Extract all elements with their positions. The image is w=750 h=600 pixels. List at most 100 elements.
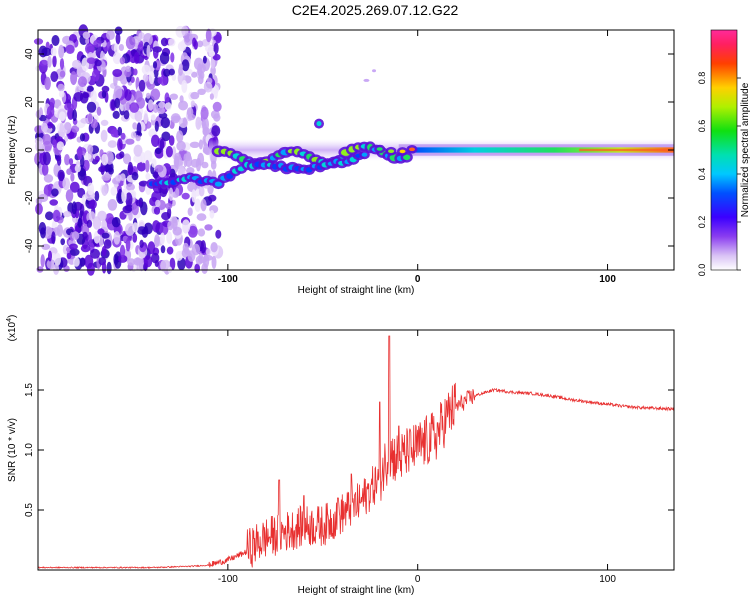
heatmap-noise-blob (139, 239, 144, 248)
heatmap-noise-blob (51, 35, 60, 46)
heatmap-noise-blob (160, 117, 170, 129)
heatmap-noise-blob (153, 206, 161, 215)
heatmap-noise-blob (66, 252, 72, 260)
snr-scale-label: (x104) (6, 315, 18, 342)
heatmap-noise-blob (79, 257, 86, 267)
heatmap-noise-blob (90, 248, 100, 259)
heatmap-noise-blob (52, 209, 61, 222)
heatmap-noise-blob (186, 107, 194, 117)
heatmap-noise-blob (154, 164, 164, 173)
heatmap-noise-blob (209, 93, 214, 100)
heatmap-noise-blob (93, 230, 101, 244)
heatmap-noise-blob (121, 188, 127, 203)
heatmap-noise-blob (129, 102, 140, 113)
heatmap-noise-blob (132, 122, 138, 130)
heatmap-noise-blob (211, 125, 221, 137)
heatmap-faint-blob (363, 78, 370, 82)
snr-ylabel: SNR (10 * v/v) (7, 418, 18, 482)
heatmap-blob (316, 121, 322, 127)
heatmap-noise-blob (118, 44, 124, 51)
heatmap-noise-blob (197, 228, 206, 237)
heatmap-noise-blob (114, 26, 123, 35)
heatmap-noise-blob (110, 186, 118, 196)
heatmap-noise-blob (143, 110, 149, 124)
heatmap-noise-blob (70, 172, 75, 182)
heatmap-noise-blob (133, 51, 140, 64)
heatmap-noise-blob (52, 55, 57, 68)
snr-ytick-label: 0.5 (24, 503, 35, 517)
heatmap-noise-blob (185, 154, 193, 168)
heatmap-noise-blob (82, 159, 90, 171)
heatmap-noise-blob (135, 199, 143, 207)
heatmap-noise-blob (56, 141, 65, 151)
heatmap-noise-blob (47, 121, 54, 129)
heatmap-noise-blob (64, 154, 70, 166)
heatmap-noise-blob (200, 198, 207, 212)
heatmap-noise-blob (52, 139, 57, 149)
heatmap-noise-blob (111, 217, 121, 228)
heatmap-blob (403, 154, 411, 161)
heatmap-noise-blob (48, 250, 52, 262)
heatmap-noise-blob (197, 40, 204, 48)
heatmap-noise-blob (204, 224, 213, 231)
heatmap-noise-blob (133, 257, 143, 266)
heatmap-noise-blob (134, 90, 143, 103)
heatmap-noise-blob (108, 167, 114, 175)
snr-series-line (38, 335, 674, 570)
heatmap-noise-blob (125, 35, 136, 50)
heatmap-noise-blob (53, 263, 60, 275)
heatmap-noise-blob (77, 146, 83, 161)
heatmap-noise-blob (179, 95, 184, 103)
heatmap-noise-blob (125, 237, 131, 252)
heatmap-noise-blob (88, 199, 97, 210)
heatmap-noise-blob (62, 177, 70, 191)
heatmap-noise-blob (172, 226, 182, 236)
heatmap-noise-blob (161, 212, 171, 221)
heatmap-noise-blob (148, 70, 155, 85)
heatmap-noise-blob (132, 233, 138, 243)
heatmap-noise-blob (34, 137, 44, 146)
heatmap-blob (388, 149, 395, 153)
heatmap-noise-blob (213, 42, 219, 55)
heatmap-noise-blob (39, 59, 49, 67)
heatmap-noise-blob (134, 110, 143, 122)
heatmap-noise-blob (164, 203, 173, 209)
heatmap-ytick-label: -20 (24, 190, 35, 205)
heatmap-noise-blob (130, 76, 135, 83)
heatmap-noise-blob (187, 182, 198, 193)
heatmap-noise-blob (87, 144, 94, 155)
heatmap-noise-blob (65, 189, 74, 203)
heatmap-noise-blob (152, 61, 158, 69)
heatmap-noise-blob (159, 75, 168, 86)
heatmap-noise-blob (167, 220, 174, 231)
heatmap-noise-blob (154, 120, 159, 132)
heatmap-noise-blob (147, 241, 156, 255)
heatmap-noise-blob (82, 231, 88, 240)
heatmap-noise-blob (166, 246, 174, 255)
heatmap-noise-blob (177, 41, 187, 52)
heatmap-noise-blob (58, 111, 66, 122)
heatmap-noise-blob (182, 117, 188, 128)
heatmap-noise-blob (50, 47, 57, 57)
heatmap-noise-blob (145, 172, 151, 180)
heatmap-noise-blob (45, 41, 50, 50)
heatmap-noise-blob (151, 134, 160, 147)
heatmap-noise-blob (136, 161, 146, 172)
heatmap-noise-blob (171, 73, 177, 81)
heatmap-noise-blob (131, 171, 139, 181)
heatmap-noise-blob (69, 248, 80, 256)
heatmap-trace-hot (579, 148, 674, 152)
heatmap-noise-blob (136, 122, 142, 136)
heatmap-noise-blob (175, 187, 180, 198)
heatmap-noise-blob (205, 28, 212, 43)
heatmap-noise-blob (155, 199, 161, 208)
heatmap-noise-blob (194, 198, 201, 212)
heatmap-noise-blob (63, 211, 72, 218)
heatmap-noise-blob (127, 161, 134, 176)
heatmap-noise-blob (38, 222, 47, 235)
heatmap-noise-blob (205, 248, 211, 256)
heatmap-noise-blob (100, 129, 108, 143)
heatmap-noise-blob (103, 239, 112, 249)
heatmap-noise-blob (151, 252, 160, 264)
heatmap-noise-blob (96, 106, 102, 116)
